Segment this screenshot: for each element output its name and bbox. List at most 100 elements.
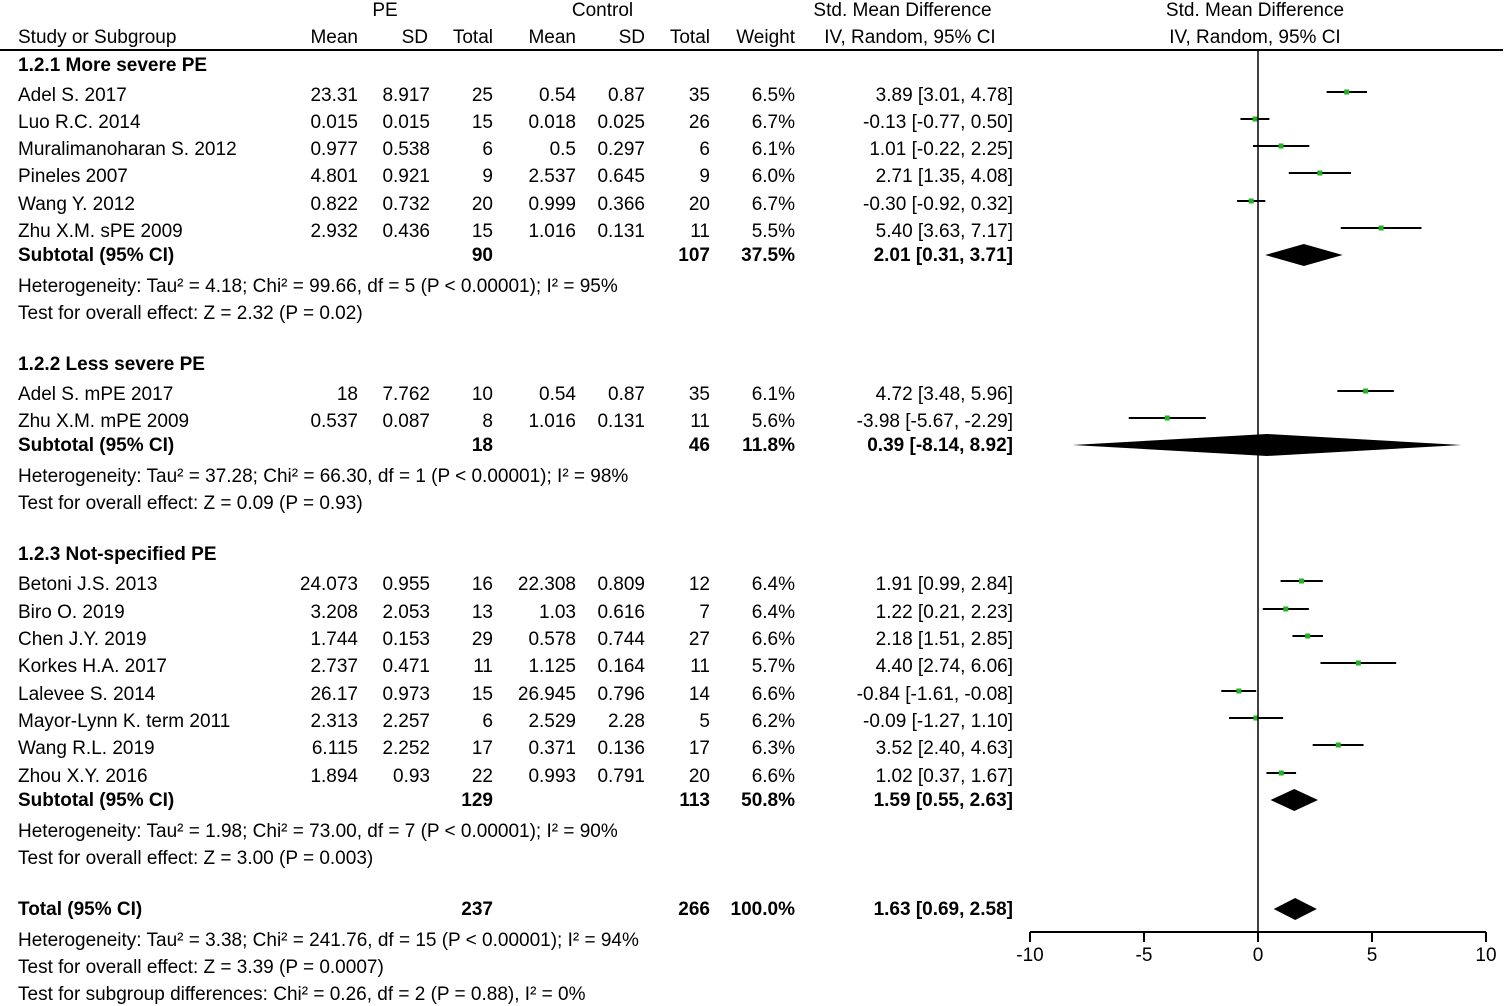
- effect-point: [1355, 660, 1361, 666]
- pe-total-value: 17: [471, 738, 493, 759]
- effect-point: [1236, 688, 1242, 694]
- x-tick-label: 10: [1475, 945, 1496, 966]
- control-total-value: 5: [699, 711, 710, 732]
- subtotal-label: Subtotal (95% CI): [18, 790, 175, 811]
- subgroup-differences-text: Test for subgroup differences: Chi² = 0.…: [18, 984, 586, 1005]
- pe-mean-value: 6.115: [311, 738, 358, 759]
- weight-value: 6.4%: [751, 574, 795, 595]
- x-tick-label: 5: [1367, 945, 1378, 966]
- pe-total-value: 15: [471, 112, 493, 133]
- pe-total-value: 16: [471, 574, 493, 595]
- pe-total-value: 11: [473, 656, 493, 677]
- pe-mean-header: Mean: [310, 27, 358, 48]
- effect-point: [1252, 116, 1258, 122]
- pe-total-value: 15: [471, 684, 493, 705]
- plot-column-header: Std. Mean Difference: [1165, 0, 1345, 21]
- heterogeneity-text: Heterogeneity: Tau² = 37.28; Chi² = 66.3…: [18, 466, 629, 487]
- pooled-diamond: [1265, 244, 1343, 266]
- control-mean-value: 0.5: [549, 139, 576, 160]
- weight-value: 6.5%: [751, 85, 795, 106]
- control-mean-value: 0.018: [528, 112, 576, 133]
- pe-sd-value: 2.257: [382, 711, 430, 732]
- total-pe-total: 237: [461, 899, 493, 920]
- effect-point: [1363, 388, 1369, 394]
- control-mean-value: 26.945: [517, 684, 576, 705]
- smd-ci-value: -3.98 [-5.67, -2.29]: [856, 411, 1013, 432]
- control-mean-value: 0.578: [528, 629, 576, 650]
- pe-sd-value: 0.015: [382, 112, 430, 133]
- pe-mean-value: 2.737: [310, 656, 358, 677]
- control-mean-value: 0.54: [539, 384, 576, 405]
- pe-sd-header: SD: [401, 27, 428, 48]
- total-control-total: 266: [678, 899, 710, 920]
- weight-value: 6.7%: [751, 194, 795, 215]
- study-name: Luo R.C. 2014: [18, 112, 141, 133]
- pe-mean-value: 0.537: [310, 411, 358, 432]
- plot-method-header: IV, Random, 95% CI: [1169, 27, 1341, 48]
- pe-mean-value: 26.17: [310, 684, 358, 705]
- weight-value: 6.4%: [751, 602, 795, 623]
- effect-point: [1283, 606, 1289, 612]
- control-total-value: 35: [688, 384, 710, 405]
- pe-mean-value: 3.208: [310, 602, 358, 623]
- control-total-value: 9: [699, 166, 710, 187]
- control-sd-value: 0.366: [597, 194, 645, 215]
- pe-sd-value: 2.252: [382, 738, 430, 759]
- effect-point: [1305, 633, 1311, 639]
- control-sd-value: 0.87: [608, 85, 645, 106]
- pe-mean-value: 1.744: [310, 629, 358, 650]
- control-mean-header: Mean: [528, 27, 576, 48]
- control-mean-value: 1.016: [528, 221, 576, 242]
- overall-effect-text: Test for overall effect: Z = 3.00 (P = 0…: [18, 848, 374, 869]
- control-sd-header: SD: [618, 27, 645, 48]
- control-total-value: 11: [690, 656, 710, 677]
- pe-total-value: 13: [471, 602, 493, 623]
- subtotal-control-total: 107: [678, 245, 710, 266]
- pe-mean-value: 4.801: [310, 166, 358, 187]
- control-mean-value: 0.54: [539, 85, 576, 106]
- control-sd-value: 0.136: [597, 738, 645, 759]
- heterogeneity-text: Heterogeneity: Tau² = 4.18; Chi² = 99.66…: [18, 276, 618, 297]
- pe-sd-value: 0.973: [382, 684, 430, 705]
- pe-mean-value: 18: [336, 384, 358, 405]
- pe-total-value: 29: [471, 629, 493, 650]
- pe-sd-value: 0.93: [393, 766, 430, 787]
- pe-sd-value: 0.538: [382, 139, 430, 160]
- x-tick-label: -10: [1016, 945, 1043, 966]
- smd-ci-value: 5.40 [3.63, 7.17]: [875, 221, 1013, 242]
- control-sd-value: 0.796: [597, 684, 645, 705]
- pe-mean-value: 0.977: [310, 139, 358, 160]
- total-overall-effect-text: Test for overall effect: Z = 3.39 (P = 0…: [18, 957, 384, 978]
- smd-ci-value: -0.13 [-0.77, 0.50]: [863, 112, 1013, 133]
- control-total-value: 27: [688, 629, 710, 650]
- pe-mean-value: 2.313: [310, 711, 358, 732]
- study-name: Zhou X.Y. 2016: [18, 766, 148, 787]
- control-sd-value: 0.791: [597, 766, 645, 787]
- study-name: Chen J.Y. 2019: [18, 629, 147, 650]
- weight-value: 5.7%: [751, 656, 795, 677]
- study-name: Pineles 2007: [18, 166, 128, 187]
- x-tick-label: -5: [1136, 945, 1153, 966]
- subtotal-weight: 50.8%: [741, 790, 795, 811]
- study-name: Wang R.L. 2019: [18, 738, 155, 759]
- subtotal-pe-total: 129: [461, 790, 493, 811]
- control-mean-value: 1.125: [528, 656, 576, 677]
- pe-sd-value: 0.921: [382, 166, 430, 187]
- subtotal-weight: 11.8%: [742, 435, 795, 456]
- pe-sd-value: 0.955: [382, 574, 430, 595]
- pooled-diamond: [1072, 434, 1462, 456]
- study-name: Adel S. mPE 2017: [18, 384, 174, 405]
- weight-value: 6.6%: [751, 684, 795, 705]
- pe-total-value: 22: [471, 766, 493, 787]
- overall-effect-text: Test for overall effect: Z = 2.32 (P = 0…: [18, 303, 363, 324]
- control-mean-value: 1.016: [528, 411, 576, 432]
- pe-total-value: 20: [471, 194, 493, 215]
- smd-ci-value: 4.40 [2.74, 6.06]: [875, 656, 1013, 677]
- weight-value: 6.6%: [751, 766, 795, 787]
- subgroup-title: 1.2.1 More severe PE: [18, 55, 208, 76]
- pe-sd-value: 0.732: [382, 194, 430, 215]
- study-name: Mayor-Lynn K. term 2011: [18, 711, 231, 732]
- pe-mean-value: 0.822: [310, 194, 358, 215]
- weight-value: 6.1%: [751, 139, 795, 160]
